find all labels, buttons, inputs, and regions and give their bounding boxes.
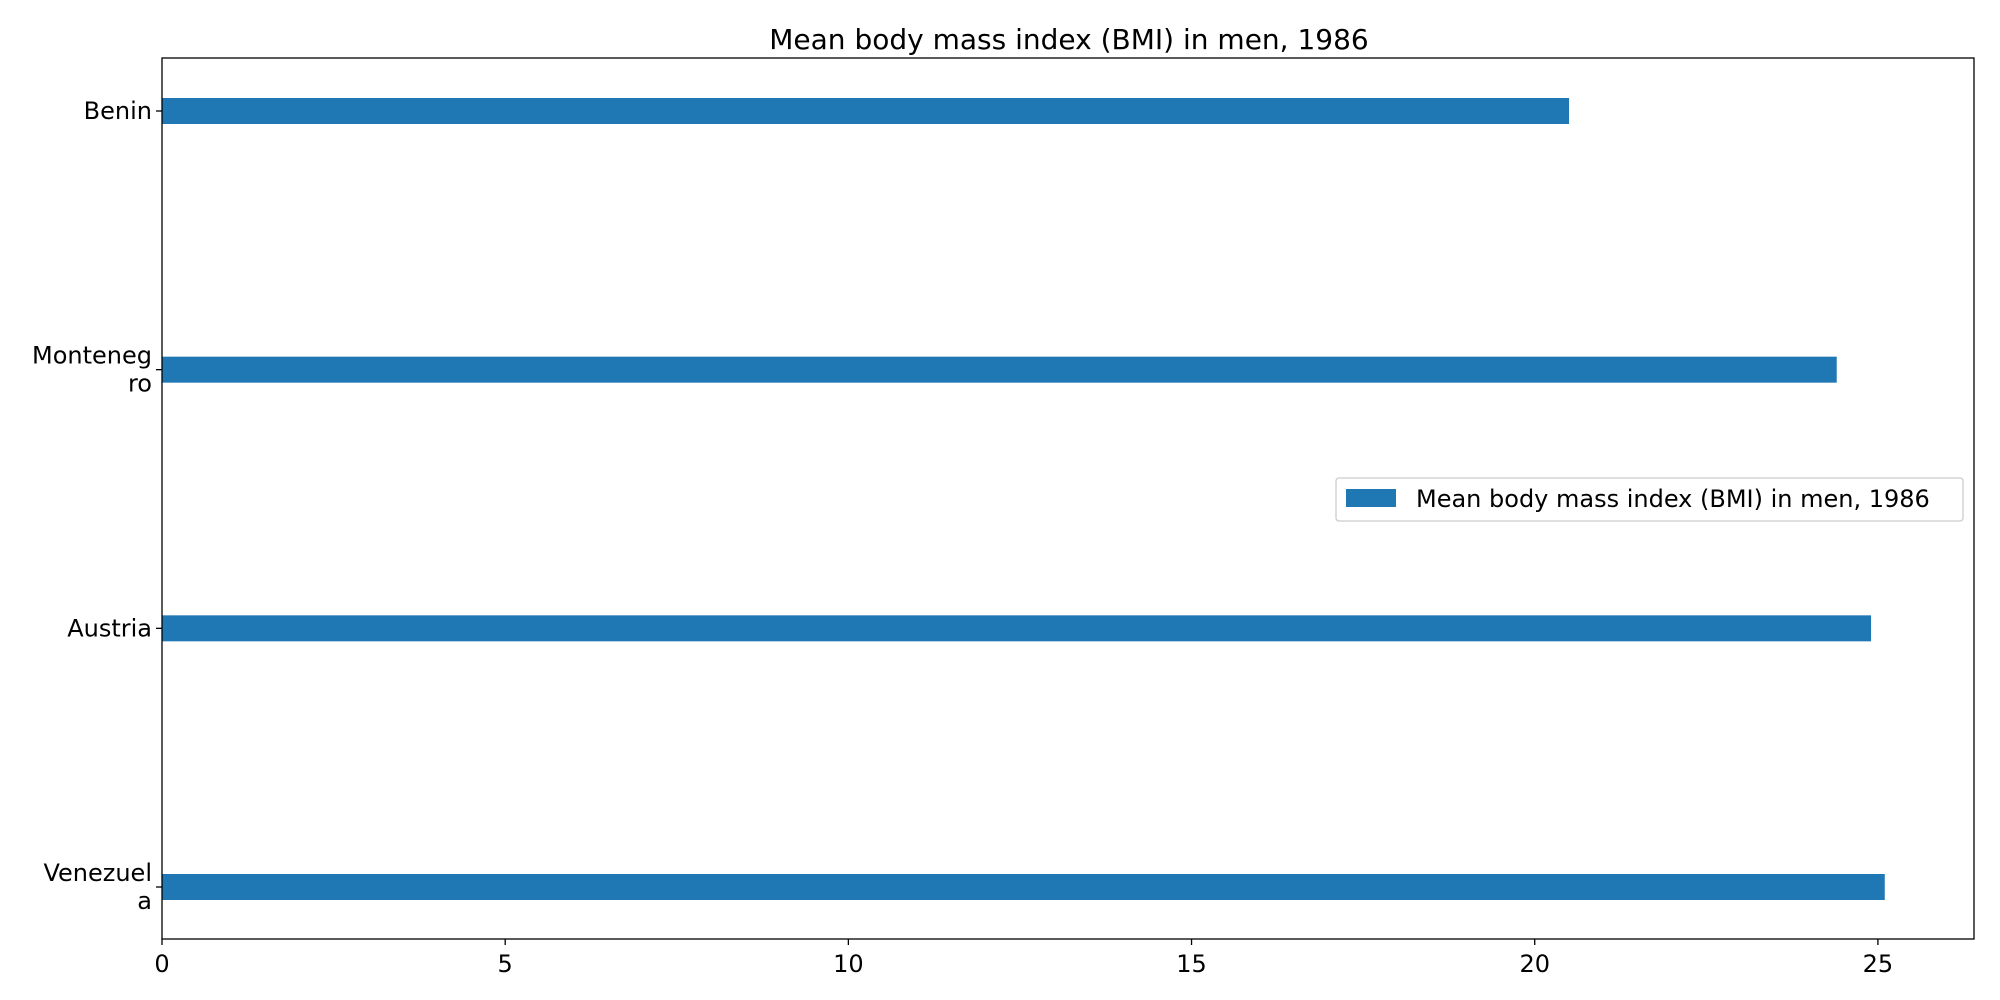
legend-label: Mean body mass index (BMI) in men, 1986	[1416, 485, 1930, 513]
y-tick-label: ro	[128, 370, 152, 398]
bar	[162, 615, 1871, 641]
x-tick-label: 25	[1863, 950, 1894, 978]
x-axis: 0 5 10 15 20 25	[154, 939, 1893, 978]
x-tick-label: 5	[498, 950, 513, 978]
x-tick-label: 0	[154, 950, 169, 978]
bar	[162, 357, 1837, 383]
y-tick-label: Monteneg	[32, 342, 152, 370]
chart-title: Mean body mass index (BMI) in men, 1986	[769, 23, 1368, 56]
y-tick-label: Austria	[67, 614, 152, 642]
x-tick-label: 15	[1176, 950, 1207, 978]
x-tick-label: 20	[1519, 950, 1550, 978]
y-tick-label: Venezuel	[43, 859, 152, 887]
y-tick-label: Benin	[84, 97, 152, 125]
legend-swatch	[1346, 489, 1396, 507]
bar	[162, 874, 1885, 900]
bar	[162, 98, 1569, 124]
x-tick-label: 10	[833, 950, 864, 978]
y-tick-label: a	[137, 887, 152, 915]
legend: Mean body mass index (BMI) in men, 1986	[1336, 478, 1963, 521]
